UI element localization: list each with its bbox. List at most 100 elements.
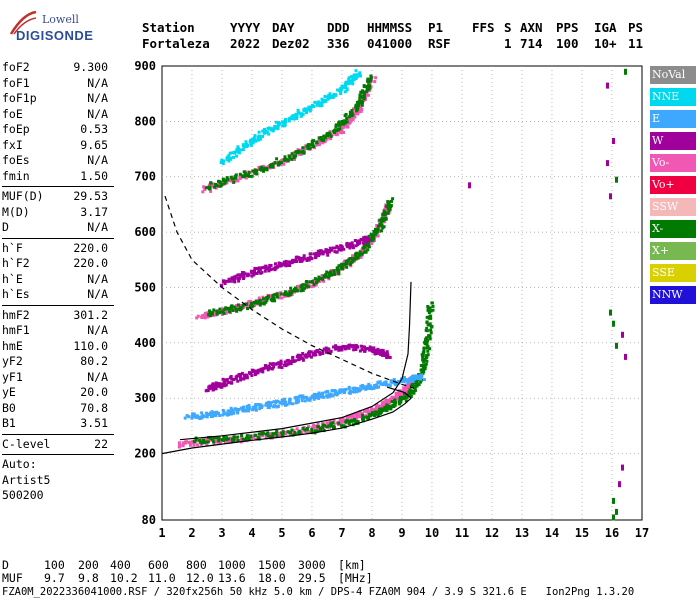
echo-point <box>342 424 346 428</box>
echo-point <box>425 326 429 330</box>
echo-point <box>321 352 325 355</box>
echo-point <box>271 362 275 366</box>
echo-point <box>375 408 379 412</box>
echo-point <box>356 420 360 424</box>
echo-point <box>367 234 371 238</box>
echo-point <box>341 416 345 420</box>
echo-point <box>348 115 352 119</box>
echo-point <box>296 398 300 402</box>
echo-point <box>291 289 295 293</box>
echo-point <box>238 176 242 180</box>
echo-point <box>362 409 366 413</box>
echo-point <box>344 81 348 85</box>
echo-point <box>295 427 299 431</box>
echo-point <box>386 354 390 357</box>
echo-point <box>340 120 344 123</box>
echo-point <box>366 79 370 83</box>
echo-point <box>350 345 354 349</box>
echo-point <box>284 432 288 436</box>
echo-point <box>380 229 383 233</box>
echo-point <box>260 406 263 409</box>
echo-point <box>291 402 295 406</box>
echo-point <box>245 376 249 380</box>
echo-point <box>329 270 332 274</box>
echo-point <box>336 392 340 395</box>
parameter-panel: foF2 9.300 foF1 N/A foF1p N/A foE N/A foEp 0.53 fx… <box>2 60 114 504</box>
echo-point <box>615 508 618 515</box>
echo-point <box>418 376 422 380</box>
echo-point <box>314 283 318 287</box>
echo-point <box>223 282 227 285</box>
echo-point <box>247 403 251 407</box>
y-tick-label: 80 <box>142 513 156 527</box>
echo-point <box>238 172 242 176</box>
echo-point <box>248 406 252 410</box>
echo-point <box>362 90 366 94</box>
echo-point <box>344 419 348 423</box>
echo-point <box>261 431 265 435</box>
echo-point <box>319 251 323 255</box>
echo-point <box>244 436 248 440</box>
footer-muf-value: 10.2 <box>110 571 138 585</box>
echo-point <box>411 379 415 383</box>
echo-point <box>290 157 294 161</box>
echo-point <box>403 392 406 396</box>
echo-point <box>377 404 381 408</box>
echo-point <box>225 378 229 382</box>
legend-item-vo-: Vo- <box>650 154 696 172</box>
echo-point <box>258 303 262 307</box>
echo-point <box>275 295 279 299</box>
echo-point <box>238 306 242 310</box>
echo-point <box>178 444 182 448</box>
echo-point <box>272 128 276 132</box>
param-value: 9.65 <box>80 137 108 152</box>
echo-point <box>363 92 366 96</box>
echo-point <box>243 374 247 378</box>
echo-point <box>330 273 334 277</box>
legend-item-nne: NNE <box>650 88 696 106</box>
echo-point <box>315 280 319 284</box>
echo-point <box>378 230 382 234</box>
echo-point <box>251 435 255 439</box>
echo-point <box>360 348 364 351</box>
echo-point <box>325 425 329 429</box>
echo-point <box>290 360 294 363</box>
echo-point <box>233 280 237 284</box>
echo-point <box>294 112 298 116</box>
echo-point <box>217 411 221 415</box>
echo-point <box>252 300 256 304</box>
echo-point <box>348 110 352 114</box>
echo-point <box>229 375 233 378</box>
x-tick-label: 16 <box>605 526 619 540</box>
echo-point <box>256 368 260 372</box>
echo-point <box>389 204 393 207</box>
echo-point <box>279 292 283 296</box>
echo-point <box>306 281 310 285</box>
echo-point <box>323 136 327 140</box>
echo-point <box>236 150 240 153</box>
echo-point <box>366 384 370 388</box>
echo-point <box>318 350 321 354</box>
echo-point <box>303 286 307 290</box>
echo-point <box>284 120 288 124</box>
echo-point <box>210 311 214 315</box>
echo-point <box>214 182 218 186</box>
echo-point <box>369 232 373 236</box>
echo-point <box>237 279 241 283</box>
echo-point <box>387 203 391 206</box>
mufd-curve <box>164 195 415 389</box>
param-name: foEp <box>2 122 30 136</box>
echo-point <box>325 350 329 354</box>
echo-point <box>208 183 211 187</box>
echo-point <box>299 429 303 433</box>
echo-point <box>296 151 299 155</box>
echo-point <box>296 108 300 112</box>
echo-point <box>384 405 388 409</box>
echo-point <box>606 82 609 89</box>
echo-point <box>295 289 299 292</box>
echo-point <box>308 107 312 111</box>
echo-point <box>327 275 331 279</box>
misc-auto: Auto: <box>2 457 37 471</box>
echo-point <box>422 349 426 353</box>
echo-point <box>287 119 291 123</box>
